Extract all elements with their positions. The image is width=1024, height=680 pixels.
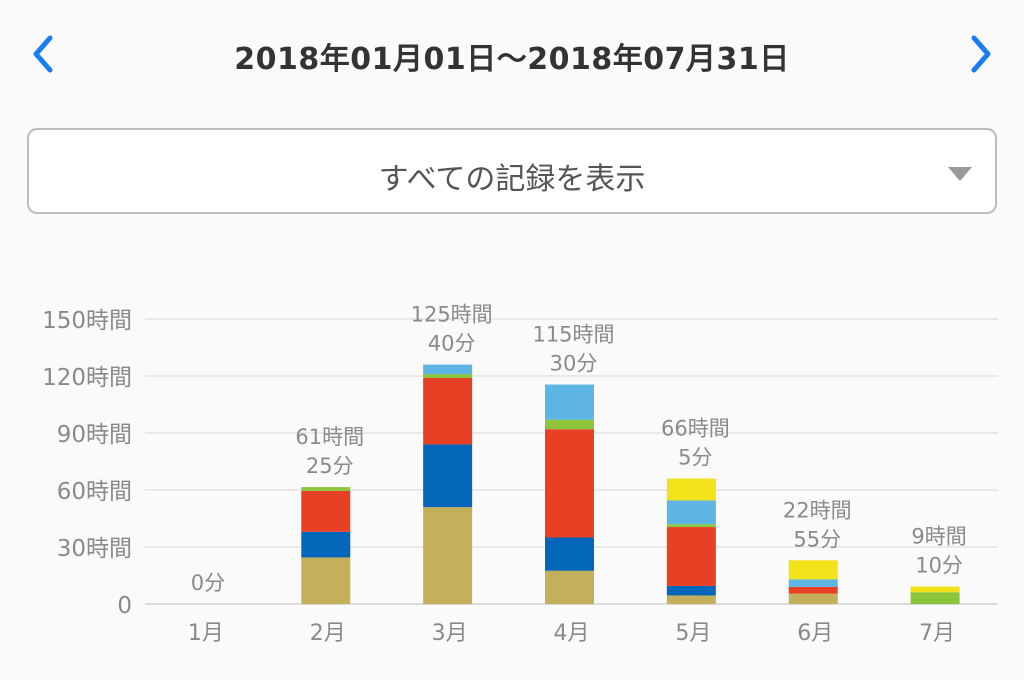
bar-segment bbox=[666, 595, 716, 604]
bar-total-label: 9時間 bbox=[911, 525, 966, 549]
bar-total-label: 61時間 bbox=[295, 425, 364, 449]
bar-total-label: 5分 bbox=[678, 446, 712, 470]
bar-segment bbox=[423, 377, 473, 445]
bar-segment bbox=[666, 585, 716, 596]
y-tick-label: 0 bbox=[117, 593, 132, 619]
next-period-button[interactable] bbox=[960, 30, 1000, 78]
y-tick-label: 150時間 bbox=[42, 308, 132, 334]
bar-segment bbox=[545, 384, 594, 420]
triangle-down-icon bbox=[948, 167, 972, 181]
bar-segment bbox=[423, 364, 473, 375]
bar-segment bbox=[545, 419, 594, 430]
y-tick-label: 90時間 bbox=[57, 422, 132, 448]
record-filter-dropdown[interactable]: すべての記録を表示 bbox=[27, 128, 997, 214]
bar-total-label: 55分 bbox=[793, 527, 841, 551]
bar-segment bbox=[788, 560, 838, 580]
filter-label: すべての記録を表示 bbox=[378, 162, 646, 197]
bar-total-label: 40分 bbox=[428, 332, 476, 356]
bar-total-label: 30分 bbox=[550, 352, 598, 376]
bar-segment bbox=[788, 586, 838, 594]
bar-segment bbox=[301, 531, 351, 558]
bar-total-label: 66時間 bbox=[661, 417, 730, 441]
bar-segment bbox=[666, 524, 716, 528]
x-tick-label: 7月 bbox=[919, 621, 955, 646]
bar-segment bbox=[910, 586, 960, 593]
bar-segment bbox=[788, 579, 838, 587]
bar-total-label: 10分 bbox=[915, 554, 963, 578]
y-tick-label: 30時間 bbox=[57, 536, 132, 562]
bar-total-label: 125時間 bbox=[411, 303, 493, 327]
x-tick-label: 4月 bbox=[554, 621, 590, 646]
x-tick-label: 3月 bbox=[432, 621, 468, 646]
bar-segment bbox=[545, 537, 594, 571]
bar-total-label: 25分 bbox=[306, 454, 354, 478]
bar-segment bbox=[423, 374, 473, 378]
previous-period-button[interactable] bbox=[24, 30, 64, 78]
bar-segment bbox=[666, 500, 716, 525]
bar-segment bbox=[666, 527, 716, 586]
bar-segment bbox=[423, 507, 473, 604]
x-tick-label: 6月 bbox=[797, 621, 833, 646]
bar-segment bbox=[910, 592, 960, 604]
bar-segment bbox=[545, 429, 594, 538]
bar-total-label: 115時間 bbox=[532, 323, 614, 347]
bar-segment bbox=[301, 490, 351, 532]
bar-segment bbox=[545, 570, 594, 604]
bar-segment bbox=[423, 444, 473, 508]
chevron-left-icon bbox=[33, 35, 53, 73]
x-tick-label: 2月 bbox=[310, 621, 346, 646]
bar-total-label: 22時間 bbox=[783, 498, 852, 522]
bar-total-label: 0分 bbox=[191, 571, 225, 595]
bar-segment bbox=[301, 557, 351, 604]
bar-segment bbox=[788, 593, 838, 604]
x-tick-label: 1月 bbox=[188, 621, 224, 646]
y-tick-label: 120時間 bbox=[42, 365, 132, 391]
x-tick-label: 5月 bbox=[675, 621, 711, 646]
date-range-title: 2018年01月01日〜2018年07月31日 bbox=[234, 42, 790, 77]
y-tick-label: 60時間 bbox=[57, 479, 132, 505]
bar-segment bbox=[666, 478, 716, 501]
monthly-stacked-bar-chart: 0 30時間 60時間 90時間 120時間 150時間 0分 1月 61時間 25分 2月 125時… bbox=[42, 303, 998, 646]
header: 2018年01月01日〜2018年07月31日 bbox=[0, 0, 1024, 110]
chevron-right-icon bbox=[971, 35, 991, 73]
bar-segment bbox=[301, 487, 351, 491]
